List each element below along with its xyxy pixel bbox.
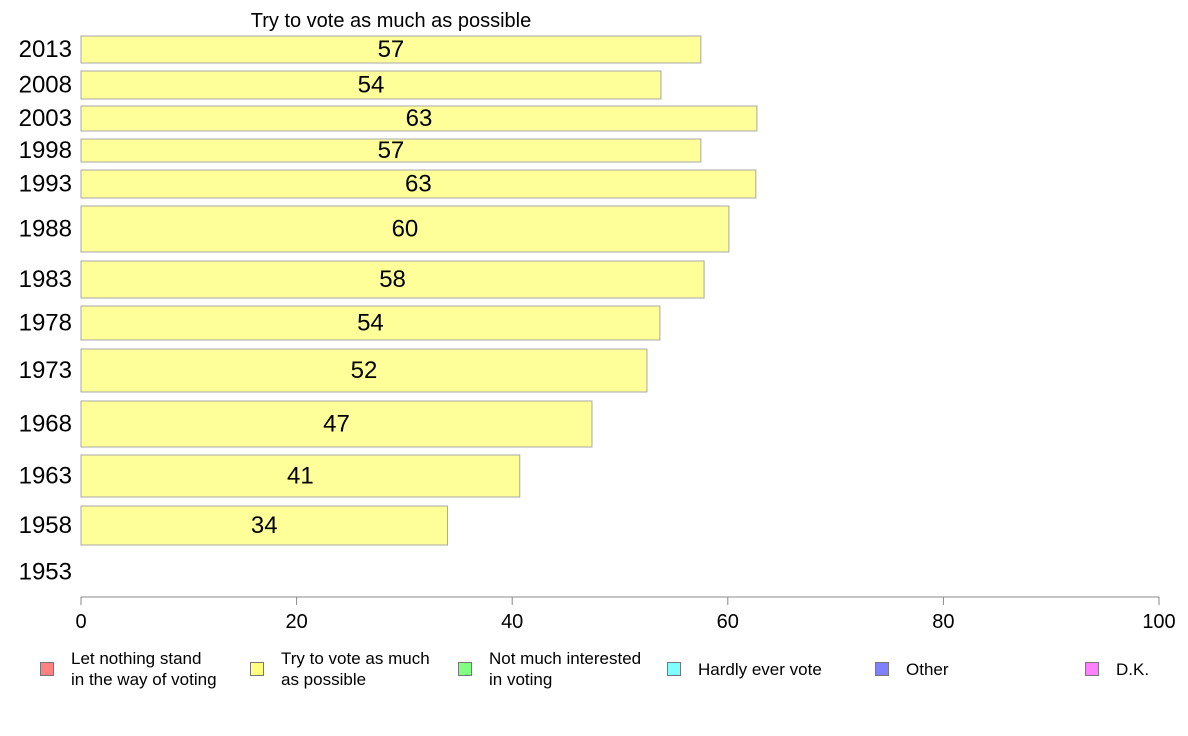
category-label-2013: 2013 <box>19 36 72 63</box>
category-label-1963: 1963 <box>19 463 72 490</box>
bar-1988 <box>80 205 730 253</box>
category-label-1983: 1983 <box>19 266 72 293</box>
legend: Let nothing stand in the way of voting Tr… <box>0 648 1188 698</box>
legend-swatch <box>1085 662 1099 676</box>
chart-title: Try to vote as much as possible <box>251 10 532 32</box>
legend-label: Other <box>906 659 949 679</box>
x-tick-label-20: 20 <box>285 611 307 633</box>
x-tick-label-100: 100 <box>1142 611 1175 633</box>
legend-item: D.K. <box>1085 648 1149 690</box>
category-label-1988: 1988 <box>19 216 72 243</box>
bar-1998 <box>80 138 702 163</box>
legend-item: Let nothing stand in the way of voting <box>40 648 217 690</box>
bar-1993 <box>80 169 757 199</box>
bar-value-label-2003: 63 <box>406 105 433 132</box>
bar-value-label-1968: 47 <box>323 411 350 438</box>
category-label-2003: 2003 <box>19 105 72 132</box>
x-tick-label-80: 80 <box>932 611 954 633</box>
bar-value-label-1993: 63 <box>405 171 432 198</box>
category-label-1998: 1998 <box>19 137 72 164</box>
category-label-1993: 1993 <box>19 171 72 198</box>
bar-value-label-1978: 54 <box>357 310 384 337</box>
bar-value-label-1973: 52 <box>351 357 378 384</box>
legend-swatch <box>40 662 54 676</box>
category-label-1953: 1953 <box>19 559 72 586</box>
bar-2008 <box>80 70 662 100</box>
x-tick-label-0: 0 <box>75 611 86 633</box>
legend-item: Try to vote as much as possible <box>250 648 430 690</box>
bar-value-label-1963: 41 <box>287 463 314 490</box>
bar-value-label-2008: 54 <box>358 72 385 99</box>
x-tick-label-40: 40 <box>501 611 523 633</box>
legend-label: D.K. <box>1116 659 1150 679</box>
legend-label: Hardly ever vote <box>698 659 822 679</box>
legend-swatch <box>458 662 472 676</box>
x-tick-label-60: 60 <box>717 611 739 633</box>
bar-2013 <box>80 35 702 64</box>
legend-item: Hardly ever vote <box>667 648 822 690</box>
bar-value-label-1983: 58 <box>379 266 406 293</box>
category-label-2008: 2008 <box>19 72 72 99</box>
legend-label: Not much interested in voting <box>489 649 642 689</box>
x-axis-ticks: 0 20 40 60 80 100 <box>75 597 1176 633</box>
legend-swatch <box>250 662 264 676</box>
legend-swatch <box>875 662 889 676</box>
bar-1973 <box>80 348 648 393</box>
bar-value-label-2013: 57 <box>378 36 405 63</box>
bar-1958 <box>80 505 449 546</box>
bar-1983 <box>80 260 705 299</box>
bar-1963 <box>80 454 521 498</box>
category-label-1973: 1973 <box>19 357 72 384</box>
category-label-1978: 1978 <box>19 310 72 337</box>
bar-value-label-1988: 60 <box>392 216 419 243</box>
legend-label: Try to vote as much as possible <box>281 649 430 689</box>
legend-label: Let nothing stand in the way of voting <box>71 649 217 689</box>
bar-1968 <box>80 400 593 448</box>
category-labels: 2013 2008 2003 1998 1993 1988 1983 1978 1973 1968… <box>19 36 72 586</box>
bar-1978 <box>80 305 661 341</box>
bar-chart: Try to vote as much as possible 57546357… <box>19 10 1176 633</box>
legend-item: Not much interested in voting <box>458 648 641 690</box>
legend-item: Other <box>875 648 949 690</box>
bar-value-label-1958: 34 <box>251 512 278 539</box>
bar-2003 <box>80 105 758 132</box>
category-label-1968: 1968 <box>19 411 72 438</box>
category-label-1958: 1958 <box>19 512 72 539</box>
bar-value-label-1998: 57 <box>378 137 405 164</box>
legend-swatch <box>667 662 681 676</box>
